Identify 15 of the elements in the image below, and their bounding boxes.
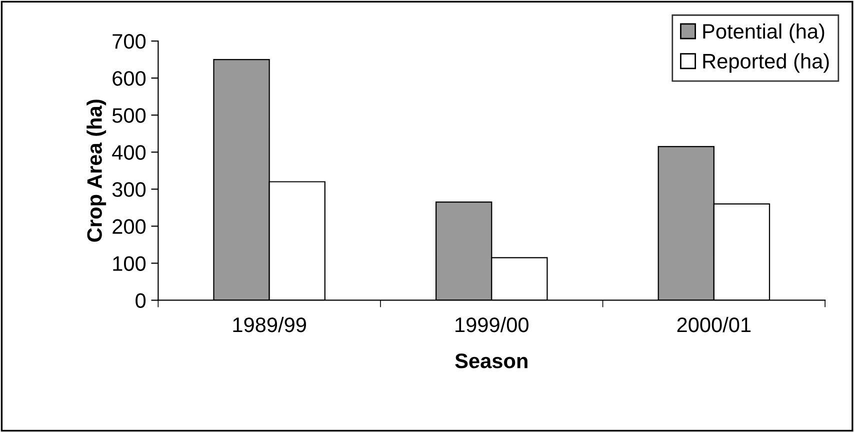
- y-tick-label: 200: [112, 219, 146, 234]
- y-tick-label: 600: [112, 71, 146, 86]
- legend-label: Potential (ha): [703, 23, 824, 43]
- x-tick-label: 1999/00: [456, 316, 528, 332]
- y-axis-title: Crop Area (ha): [86, 100, 106, 242]
- y-tick-label: 100: [113, 256, 146, 271]
- legend-label: Reported (ha): [703, 53, 829, 73]
- y-tick-label: 400: [112, 145, 146, 160]
- x-tick-label: 2000/01: [677, 316, 751, 332]
- x-axis-title: Season: [455, 354, 528, 368]
- y-tick-label: 500: [112, 108, 146, 123]
- y-tick-label: 0: [136, 293, 146, 308]
- y-tick-label: 300: [112, 182, 146, 197]
- y-tick-label: 700: [112, 34, 146, 49]
- x-tick-label: 1989/99: [233, 316, 306, 332]
